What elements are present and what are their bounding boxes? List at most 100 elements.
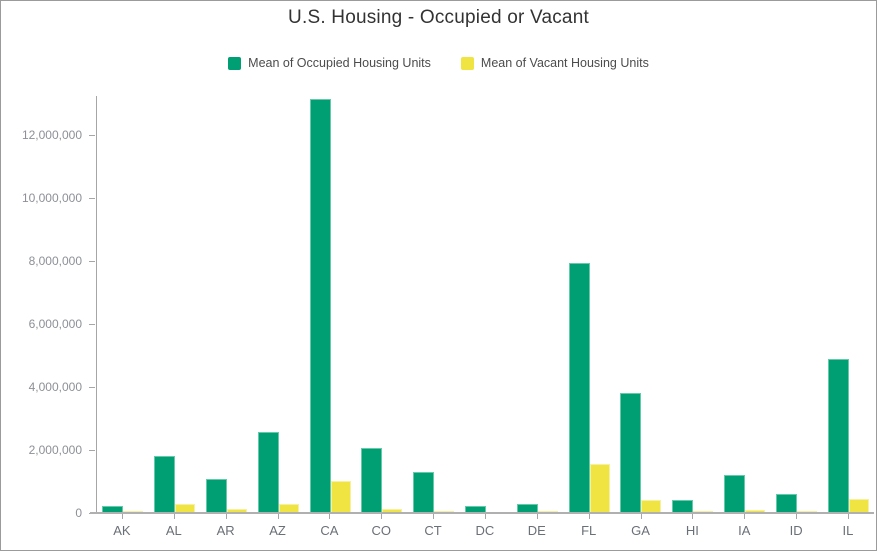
bar-vacant-co[interactable] (382, 508, 403, 513)
bar-group-ct (408, 96, 460, 513)
plot-area (90, 96, 874, 514)
bar-vacant-ia[interactable] (744, 510, 765, 513)
x-cell-ia: IA (718, 514, 770, 546)
x-tick-mark (121, 514, 123, 519)
bar-group-fl (563, 96, 615, 513)
bar-occupied-dc[interactable] (464, 505, 486, 513)
bar-vacant-ar[interactable] (226, 509, 247, 513)
x-cell-il: IL (822, 514, 874, 546)
x-axis-line (90, 512, 874, 514)
x-tick-mark (588, 514, 590, 519)
x-cell-al: AL (148, 514, 200, 546)
y-tick-label: 12,000,000 (21, 128, 82, 143)
x-tick-label-ar: AR (216, 523, 235, 538)
y-tick-label: 0 (75, 506, 82, 520)
x-tick-label-hi: HI (685, 523, 699, 538)
x-tick-label-co: CO (371, 523, 391, 538)
bars-row (97, 96, 874, 513)
bar-occupied-al[interactable] (154, 456, 176, 513)
bar-group-de (511, 96, 563, 513)
y-axis: 0 2,000,000 4,000,000 6,000,000 8,000,000 10,… (1, 96, 96, 520)
bar-occupied-ak[interactable] (102, 506, 124, 513)
y-tick-label: 4,000,000 (28, 380, 82, 395)
bar-group-id (770, 96, 822, 513)
bar-group-ar (201, 96, 253, 513)
x-cell-dc: DC (459, 514, 511, 546)
y-tick-label: 8,000,000 (28, 254, 82, 269)
bar-group-co (356, 96, 408, 513)
bar-occupied-id[interactable] (775, 494, 797, 513)
bar-group-ak (97, 96, 149, 513)
bar-occupied-ar[interactable] (205, 479, 227, 513)
bar-occupied-il[interactable] (827, 359, 849, 513)
x-tick-label-ca: CA (320, 523, 339, 538)
x-tick-label-de: DE (527, 523, 546, 538)
bar-group-al (149, 96, 201, 513)
bar-occupied-co[interactable] (361, 448, 383, 513)
x-tick-mark (640, 514, 642, 519)
x-tick-label-al: AL (165, 523, 182, 538)
bar-occupied-ca[interactable] (309, 98, 331, 513)
bar-vacant-az[interactable] (278, 503, 299, 513)
x-cell-ga: GA (615, 514, 667, 546)
x-cell-ar: AR (200, 514, 252, 546)
y-tick-label: 6,000,000 (28, 317, 82, 332)
y-tick-mark (89, 135, 95, 137)
x-tick-label-ak: AK (113, 523, 131, 538)
x-tick-mark (796, 514, 798, 519)
x-cell-ct: CT (407, 514, 459, 546)
x-cell-co: CO (355, 514, 407, 546)
bar-occupied-ga[interactable] (620, 393, 642, 513)
legend-label: Mean of Occupied Housing Units (248, 56, 431, 70)
y-tick-mark (89, 198, 95, 200)
x-tick-mark (225, 514, 227, 519)
x-cell-fl: FL (563, 514, 615, 546)
bar-vacant-al[interactable] (175, 504, 196, 513)
bar-occupied-fl[interactable] (568, 263, 590, 513)
x-tick-mark (536, 514, 538, 519)
bar-vacant-fl[interactable] (589, 464, 610, 513)
y-tick-mark (89, 387, 95, 389)
bar-group-hi (667, 96, 719, 513)
bar-vacant-ga[interactable] (641, 500, 662, 513)
legend-label: Mean of Vacant Housing Units (480, 56, 649, 70)
x-cell-id: ID (770, 514, 822, 546)
x-tick-label-fl: FL (581, 523, 597, 538)
y-tick-label: 2,000,000 (28, 443, 82, 457)
bar-vacant-ca[interactable] (330, 480, 351, 513)
x-tick-label-ia: IA (738, 523, 751, 538)
legend-entry-vacant[interactable]: Mean of Vacant Housing Units (460, 56, 649, 70)
y-tick-label: 10,000,000 (21, 191, 82, 206)
x-cell-ca: CA (303, 514, 355, 546)
bar-occupied-ct[interactable] (413, 471, 435, 513)
x-cell-hi: HI (666, 514, 718, 546)
x-tick-label-ct: CT (424, 523, 442, 538)
x-tick-mark (329, 514, 331, 519)
legend-swatch-icon (460, 56, 474, 70)
x-tick-mark (744, 514, 746, 519)
legend-entry-occupied[interactable]: Mean of Occupied Housing Units (228, 56, 431, 70)
bar-occupied-az[interactable] (257, 432, 279, 513)
bar-vacant-ct[interactable] (434, 510, 455, 513)
x-axis: AK AL AR AZ CA CO CT DC DE FL GA HI IA ID IL (96, 514, 874, 546)
x-tick-mark (173, 514, 175, 519)
x-tick-mark (277, 514, 279, 519)
x-cell-az: AZ (252, 514, 304, 546)
bar-occupied-de[interactable] (516, 503, 538, 513)
x-tick-mark (484, 514, 486, 519)
bar-occupied-ia[interactable] (723, 475, 745, 513)
x-tick-label-il: IL (842, 523, 854, 538)
bar-occupied-hi[interactable] (672, 500, 694, 513)
y-tick-mark (89, 261, 95, 263)
x-tick-mark (433, 514, 435, 519)
bar-vacant-il[interactable] (848, 499, 869, 513)
x-tick-label-dc: DC (475, 523, 495, 538)
x-tick-mark (692, 514, 694, 519)
legend: Mean of Occupied Housing Units Mean of Va… (1, 56, 876, 70)
x-tick-mark (381, 514, 383, 519)
y-tick-mark (89, 324, 95, 326)
x-tick-label-az: AZ (269, 523, 286, 538)
bar-group-il (822, 96, 874, 513)
chart-title: U.S. Housing - Occupied or Vacant (288, 7, 589, 28)
